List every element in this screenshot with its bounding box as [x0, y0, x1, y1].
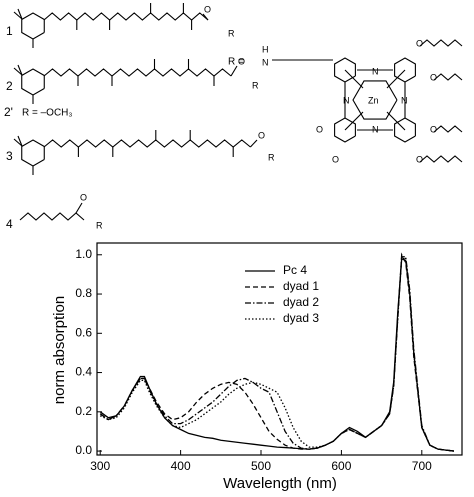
- legend-label: Pc 4: [283, 263, 307, 277]
- y-tick-label: 0.0: [75, 443, 92, 457]
- bond: [21, 12, 45, 40]
- atom-label: N: [401, 95, 408, 105]
- r-label: R: [268, 152, 275, 162]
- x-tick-label: 500: [251, 459, 271, 473]
- bond: [344, 69, 364, 89]
- atom-label: O: [80, 192, 87, 202]
- y-tick-label: 0.8: [75, 286, 92, 300]
- bond: [17, 135, 23, 147]
- bond: [419, 39, 463, 47]
- compound-label: 1: [6, 24, 13, 38]
- bond: [43, 68, 232, 77]
- bond: [386, 111, 406, 131]
- y-tick-label: 0.4: [75, 365, 92, 379]
- atom-label: N: [372, 66, 379, 76]
- y-axis-title: norm absorption: [51, 296, 68, 404]
- bond: [334, 117, 356, 143]
- bond: [433, 125, 463, 133]
- bond: [352, 80, 398, 120]
- atom-label: N: [343, 95, 350, 105]
- y-tick-label: 0.6: [75, 325, 92, 339]
- r-label: R: [96, 220, 103, 230]
- bond: [21, 139, 45, 167]
- bond: [17, 8, 23, 20]
- atom-label: O: [332, 154, 339, 164]
- series-line: [99, 255, 455, 452]
- chart: Wavelength (nm) norm absorption 300 400 50…: [51, 242, 463, 492]
- atom-label: O: [316, 124, 323, 134]
- bond: [230, 65, 238, 77]
- legend-label: dyad 1: [283, 279, 319, 293]
- atom-label: O: [204, 4, 211, 14]
- bond: [13, 11, 23, 20]
- bond: [202, 13, 209, 21]
- r-label: R: [252, 80, 259, 90]
- bond: [344, 111, 364, 131]
- bond: [43, 12, 209, 21]
- x-tick-label: 400: [171, 459, 191, 473]
- atom-label: N: [262, 57, 269, 67]
- bond: [433, 73, 463, 81]
- legend-label: dyad 3: [283, 311, 319, 325]
- bond: [386, 69, 406, 89]
- series-line: [99, 257, 455, 452]
- atom-label: O: [430, 72, 437, 82]
- atom-label: O: [258, 130, 265, 140]
- x-tick-label: 300: [90, 459, 110, 473]
- series-line: [99, 256, 455, 452]
- x-tick-label: 600: [331, 459, 351, 473]
- plot-frame: [96, 242, 463, 456]
- bond: [43, 139, 251, 148]
- atom-label: O: [238, 56, 245, 66]
- bond: [75, 202, 83, 214]
- compound-label: 2': [4, 105, 13, 119]
- y-tick-label: 1.0: [75, 247, 92, 261]
- r-group-label: R = –OCH₃: [22, 108, 72, 119]
- bond: [19, 212, 85, 221]
- x-tick-label: 700: [412, 459, 432, 473]
- atom-label: O: [416, 154, 423, 164]
- legend-label: dyad 2: [283, 295, 319, 309]
- bond: [21, 68, 45, 96]
- bond: [419, 155, 463, 163]
- atom-label: O: [430, 124, 437, 134]
- r-eq-label: R =: [228, 57, 244, 68]
- compound-label: 4: [6, 217, 13, 231]
- y-tick-label: 0.2: [75, 404, 92, 418]
- x-axis-title: Wavelength (nm): [223, 475, 337, 492]
- atom-label: Zn: [368, 95, 379, 105]
- compound-label: 2: [6, 79, 13, 93]
- compound-label: 3: [6, 149, 13, 163]
- bond: [13, 67, 23, 76]
- atom-label: N: [372, 124, 379, 134]
- atom-label: O: [416, 38, 423, 48]
- bond: [394, 117, 416, 143]
- structures: 1 2 2' R = –OCH₃ 3 4 R O R O R O R O R =…: [4, 3, 463, 231]
- bond: [17, 64, 23, 76]
- bond: [249, 139, 258, 148]
- r-label: R: [228, 28, 235, 38]
- series-line: [99, 252, 455, 452]
- atom-label: H: [262, 44, 269, 54]
- bond: [13, 138, 23, 147]
